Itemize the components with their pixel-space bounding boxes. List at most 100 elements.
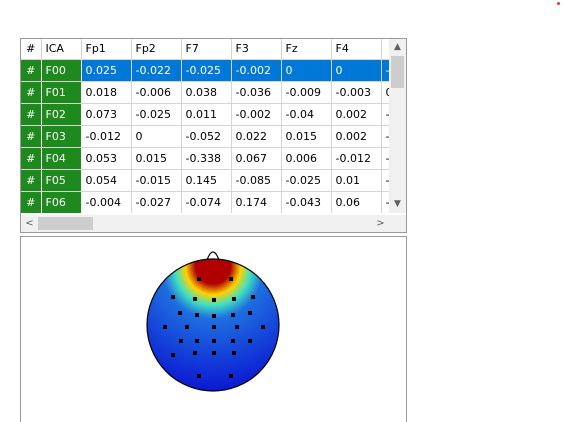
horizontal-scrollbar[interactable]: < > bbox=[21, 215, 389, 232]
row-header-hash[interactable]: # bbox=[21, 103, 42, 126]
electrode-marker bbox=[232, 297, 236, 301]
column-header-f7[interactable]: F7 bbox=[181, 39, 232, 60]
column-header-ica[interactable]: ICA bbox=[41, 39, 82, 60]
cell-fz[interactable]: 0.006 bbox=[281, 147, 332, 170]
cell-f3[interactable]: -0.036 bbox=[231, 81, 282, 104]
vertical-scroll-thumb[interactable] bbox=[391, 56, 404, 88]
ica-weights-grid[interactable]: # ICA Fp1 Fp2 F7 F3 Fz F4 # F00 0.025 -0.02… bbox=[20, 38, 407, 233]
column-header-fp1[interactable]: Fp1 bbox=[81, 39, 132, 60]
cell-fp2[interactable]: 0 bbox=[131, 125, 182, 148]
electrode-marker bbox=[193, 351, 197, 355]
electrode-marker bbox=[231, 313, 235, 317]
cell-fp1[interactable]: 0.018 bbox=[81, 81, 132, 104]
cell-next[interactable]: - bbox=[381, 103, 389, 126]
cell-next[interactable]: - bbox=[381, 125, 389, 148]
cell-fp2[interactable]: -0.022 bbox=[131, 59, 182, 82]
cell-fp1[interactable]: -0.004 bbox=[81, 191, 132, 213]
cell-next[interactable]: - bbox=[381, 147, 389, 170]
ica-component-cell[interactable]: F04 bbox=[41, 147, 82, 170]
electrode-marker bbox=[193, 297, 197, 301]
cell-f4[interactable]: 0 bbox=[331, 59, 382, 82]
column-header-fp2[interactable]: Fp2 bbox=[131, 39, 182, 60]
cell-next[interactable]: - bbox=[381, 191, 389, 213]
cell-f3[interactable]: 0.022 bbox=[231, 125, 282, 148]
scroll-up-icon[interactable]: ▲ bbox=[394, 42, 401, 52]
cell-f7[interactable]: 0.145 bbox=[181, 169, 232, 192]
column-header-next[interactable] bbox=[381, 39, 389, 60]
cell-f3[interactable]: 0.067 bbox=[231, 147, 282, 170]
ica-component-cell[interactable]: F01 bbox=[41, 81, 82, 104]
cell-fz[interactable]: 0.015 bbox=[281, 125, 332, 148]
cell-f7[interactable]: 0.038 bbox=[181, 81, 232, 104]
column-header-hash[interactable]: # bbox=[21, 39, 42, 60]
cell-fz[interactable]: 0 bbox=[281, 59, 332, 82]
row-header-hash[interactable]: # bbox=[21, 81, 42, 104]
cell-f7[interactable]: -0.052 bbox=[181, 125, 232, 148]
cell-f3[interactable]: -0.002 bbox=[231, 59, 282, 82]
cell-fz[interactable]: -0.04 bbox=[281, 103, 332, 126]
cell-f4[interactable]: 0.002 bbox=[331, 125, 382, 148]
ica-table: # ICA Fp1 Fp2 F7 F3 Fz F4 # F00 0.025 -0.02… bbox=[21, 39, 389, 213]
vertical-scrollbar[interactable]: ▲ ▼ bbox=[389, 39, 406, 213]
ica-component-cell[interactable]: F06 bbox=[41, 191, 82, 213]
ica-component-cell[interactable]: F03 bbox=[41, 125, 82, 148]
cell-f4[interactable]: 0.06 bbox=[331, 191, 382, 213]
ica-component-cell[interactable]: F00 bbox=[41, 59, 82, 82]
cell-fz[interactable]: -0.025 bbox=[281, 169, 332, 192]
column-header-fz[interactable]: Fz bbox=[281, 39, 332, 60]
cell-f4[interactable]: -0.012 bbox=[331, 147, 382, 170]
column-header-f4[interactable]: F4 bbox=[331, 39, 382, 60]
scroll-right-icon[interactable]: > bbox=[376, 218, 385, 229]
cell-f7[interactable]: 0.011 bbox=[181, 103, 232, 126]
scroll-left-icon[interactable]: < bbox=[25, 218, 34, 229]
cell-fp2[interactable]: -0.027 bbox=[131, 191, 182, 213]
cell-fp1[interactable]: 0.053 bbox=[81, 147, 132, 170]
electrode-marker bbox=[195, 313, 199, 317]
cell-next[interactable]: - bbox=[381, 59, 389, 82]
cell-fp1[interactable]: 0.054 bbox=[81, 169, 132, 192]
electrode-marker bbox=[212, 298, 216, 302]
cell-fp1[interactable]: -0.012 bbox=[81, 125, 132, 148]
cell-f7[interactable]: -0.025 bbox=[181, 59, 232, 82]
row-header-hash[interactable]: # bbox=[21, 59, 42, 82]
cell-next[interactable]: - bbox=[381, 169, 389, 192]
column-header-f3[interactable]: F3 bbox=[231, 39, 282, 60]
scroll-down-icon[interactable]: ▼ bbox=[394, 199, 401, 209]
cell-next[interactable]: 0 bbox=[381, 81, 389, 104]
cell-fp2[interactable]: -0.006 bbox=[131, 81, 182, 104]
horizontal-scroll-thumb[interactable] bbox=[38, 217, 93, 230]
cell-fz[interactable]: -0.043 bbox=[281, 191, 332, 213]
cell-f4[interactable]: 0.01 bbox=[331, 169, 382, 192]
cell-f7[interactable]: -0.074 bbox=[181, 191, 232, 213]
ica-component-cell[interactable]: F05 bbox=[41, 169, 82, 192]
ica-component-cell[interactable]: F02 bbox=[41, 103, 82, 126]
cell-fz[interactable]: -0.009 bbox=[281, 81, 332, 104]
cell-f3[interactable]: -0.002 bbox=[231, 103, 282, 126]
cell-f3[interactable]: 0.174 bbox=[231, 191, 282, 213]
cell-fp2[interactable]: -0.025 bbox=[131, 103, 182, 126]
electrode-layer bbox=[163, 277, 265, 378]
row-header-hash[interactable]: # bbox=[21, 191, 42, 213]
cell-f4[interactable]: -0.003 bbox=[331, 81, 382, 104]
nose-outline bbox=[206, 251, 220, 261]
row-header-hash[interactable]: # bbox=[21, 147, 42, 170]
electrode-marker bbox=[197, 374, 201, 378]
cell-f3[interactable]: -0.085 bbox=[231, 169, 282, 192]
row-header-hash[interactable]: # bbox=[21, 169, 42, 192]
table-header-row: # ICA Fp1 Fp2 F7 F3 Fz F4 bbox=[21, 39, 389, 60]
cell-fp1[interactable]: 0.073 bbox=[81, 103, 132, 126]
cell-f4[interactable]: 0.002 bbox=[331, 103, 382, 126]
electrode-marker bbox=[171, 353, 175, 357]
cell-fp2[interactable]: 0.015 bbox=[131, 147, 182, 170]
cell-fp2[interactable]: -0.015 bbox=[131, 169, 182, 192]
cell-fp1[interactable]: 0.025 bbox=[81, 59, 132, 82]
cell-f7[interactable]: -0.338 bbox=[181, 147, 232, 170]
row-header-hash[interactable]: # bbox=[21, 125, 42, 148]
